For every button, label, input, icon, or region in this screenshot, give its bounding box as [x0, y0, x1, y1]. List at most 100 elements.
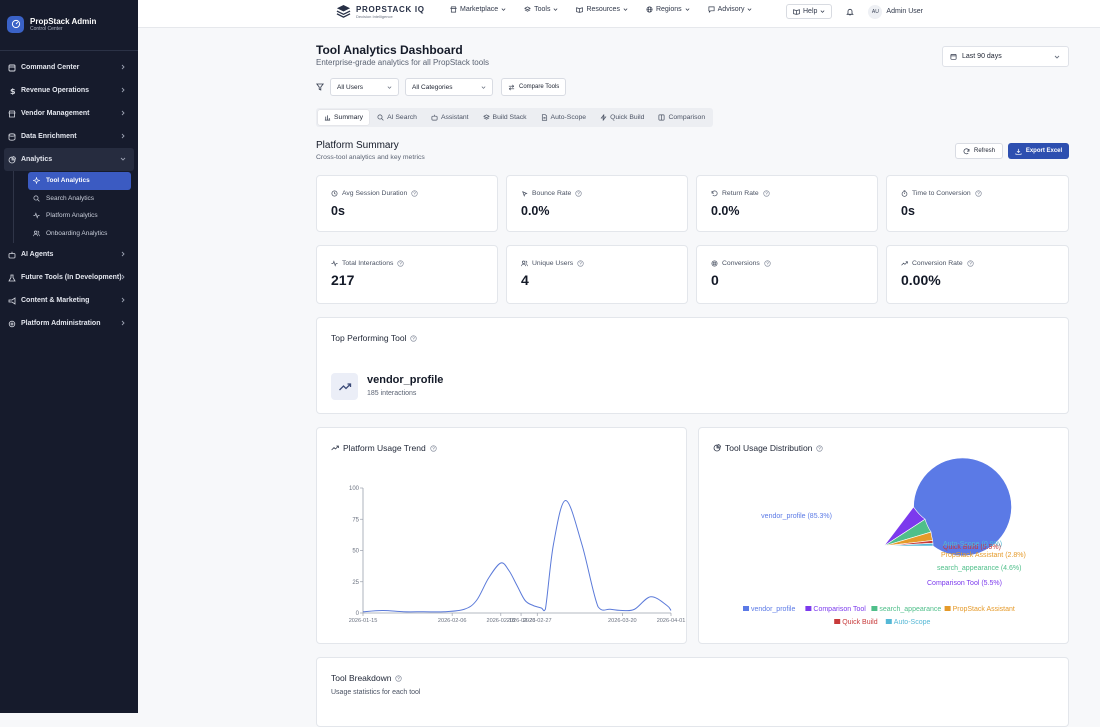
- user-menu[interactable]: AU Admin User: [868, 4, 923, 19]
- stack-logo-icon: [336, 4, 351, 18]
- sidebar-child-label: Platform Analytics: [46, 212, 98, 220]
- nav-resources[interactable]: Resources: [576, 6, 628, 13]
- tab-summary[interactable]: Summary: [318, 110, 370, 125]
- sidebar-item-ai-agents[interactable]: AI Agents: [4, 243, 134, 266]
- tab-ai-search[interactable]: AI Search: [371, 110, 423, 125]
- sidebar-item-platform-analytics[interactable]: Platform Analytics: [28, 207, 131, 225]
- metric-label: Avg Session Duration: [342, 190, 408, 197]
- sidebar-item-analytics[interactable]: Analytics: [4, 148, 134, 171]
- trending-up-icon: [331, 445, 339, 451]
- metric-value: 217: [331, 272, 355, 288]
- categories-filter-select[interactable]: All Categories: [405, 78, 493, 96]
- sidebar-item-search-analytics[interactable]: Search Analytics: [28, 190, 131, 208]
- nav-advisory[interactable]: Advisory: [708, 6, 753, 13]
- legend-label: Auto-Scope: [894, 619, 931, 626]
- chevron-right-icon: [121, 110, 125, 116]
- sidebar-item-platform-administration[interactable]: Platform Administration: [4, 312, 134, 335]
- help-circle-icon[interactable]: [966, 260, 974, 267]
- sidebar-child-label: Search Analytics: [46, 194, 95, 202]
- sidebar-item-tool-analytics[interactable]: Tool Analytics: [28, 172, 131, 190]
- sidebar-item-command-center[interactable]: Command Center: [4, 56, 134, 79]
- chevron-down-icon: [387, 86, 392, 89]
- dollar-icon: $: [10, 87, 16, 95]
- message-icon: [708, 6, 715, 13]
- sidebar-item-content-marketing[interactable]: Content & Marketing: [4, 289, 134, 312]
- help-button[interactable]: Help: [786, 4, 833, 19]
- pie-slice: [883, 542, 934, 547]
- help-circle-icon[interactable]: [816, 444, 824, 452]
- tab-quick-build[interactable]: Quick Build: [594, 110, 650, 125]
- bell-icon[interactable]: [846, 8, 855, 16]
- sidebar-item-label: AI Agents: [21, 251, 54, 258]
- help-circle-icon[interactable]: [395, 674, 403, 682]
- legend-label: Quick Build: [842, 619, 878, 626]
- series-line: [362, 499, 672, 613]
- x-tick-label: 2026-03-20: [608, 618, 637, 624]
- dashboard-gauge-icon: [7, 15, 24, 33]
- chevron-down-icon: [501, 8, 506, 11]
- users-icon: [521, 260, 528, 267]
- store-icon: [450, 6, 457, 13]
- sidebar-item-data-enrichment[interactable]: Data Enrichment: [4, 125, 134, 148]
- date-range-select[interactable]: Last 90 days: [942, 46, 1069, 67]
- nav-tools[interactable]: Tools: [524, 6, 558, 13]
- users-filter-select[interactable]: All Users: [330, 78, 399, 96]
- help-circle-icon[interactable]: [763, 190, 770, 197]
- metric-label-wrap: Conversion Rate: [901, 260, 974, 267]
- nav-regions[interactable]: Regions: [646, 6, 690, 13]
- columns-icon: [658, 114, 665, 121]
- file-text-icon: [541, 114, 547, 121]
- help-circle-icon[interactable]: [575, 190, 582, 197]
- pie-slice-label: Auto-Scope (0.9%): [943, 541, 1002, 548]
- chevron-right-icon: [121, 133, 125, 139]
- card-title: Tool Breakdown: [331, 673, 392, 683]
- pie-slice-label: PropStack Assistant (2.8%): [941, 552, 1026, 559]
- sidebar-item-label: Platform Administration: [21, 320, 101, 327]
- top-nav-menu: Marketplace Tools Resources Regions Advi…: [450, 6, 752, 13]
- users-filter-value: All Users: [337, 83, 364, 91]
- help-circle-icon[interactable]: [430, 444, 437, 452]
- metric-value: 0.0%: [521, 204, 550, 218]
- refresh-button[interactable]: Refresh: [955, 143, 1003, 159]
- card-title-wrap: Tool Breakdown: [331, 673, 403, 683]
- metric-value: 0s: [331, 204, 345, 218]
- trending-up-icon: [331, 373, 358, 400]
- nav-marketplace[interactable]: Marketplace: [450, 6, 506, 13]
- tab-assistant[interactable]: Assistant: [425, 110, 475, 125]
- layers-icon: [524, 6, 532, 12]
- platform-summary-subtitle: Cross-tool analytics and key metrics: [316, 154, 425, 161]
- metric-label-wrap: Bounce Rate: [521, 190, 582, 197]
- help-circle-icon[interactable]: [764, 260, 771, 267]
- platform-summary-title: Platform Summary: [316, 140, 399, 151]
- legend-swatch: [885, 619, 892, 624]
- brand-logo[interactable]: PROPSTACK IQ Decision Intelligence: [336, 4, 425, 19]
- tab-build-stack[interactable]: Build Stack: [477, 110, 533, 125]
- brand-tagline: Decision Intelligence: [356, 13, 393, 19]
- metric-card-conversion-rate: Conversion Rate 0.00%: [886, 245, 1069, 304]
- users-icon: [33, 230, 40, 236]
- sidebar-item-vendor-management[interactable]: Vendor Management: [4, 102, 134, 125]
- help-circle-icon[interactable]: [975, 190, 982, 197]
- sidebar-item-revenue-operations[interactable]: $ Revenue Operations: [4, 79, 134, 102]
- chevron-right-icon: [121, 64, 125, 70]
- help-circle-icon[interactable]: [397, 260, 405, 267]
- brand-name: PROPSTACK IQ: [356, 4, 425, 14]
- export-excel-button[interactable]: Export Excel: [1008, 143, 1069, 159]
- compare-tools-button[interactable]: Compare Tools: [501, 78, 567, 96]
- sidebar-item-label: Analytics: [21, 156, 53, 163]
- legend-label: PropStack Assistant: [953, 606, 1015, 613]
- nav-label: Tools: [534, 6, 551, 13]
- rotate-icon: [711, 190, 718, 197]
- tab-comparison[interactable]: Comparison: [652, 110, 711, 125]
- sidebar-item-future-tools[interactable]: Future Tools (In Development): [4, 266, 134, 289]
- date-range-value: Last 90 days: [962, 53, 1002, 60]
- help-circle-icon[interactable]: [410, 334, 418, 342]
- nav-label: Regions: [655, 6, 682, 13]
- y-tick-label: 50: [352, 549, 359, 555]
- help-circle-icon[interactable]: [577, 260, 584, 267]
- help-circle-icon[interactable]: [411, 190, 418, 197]
- sidebar-item-onboarding-analytics[interactable]: Onboarding Analytics: [28, 225, 131, 243]
- download-icon: [1015, 148, 1022, 155]
- tab-auto-scope[interactable]: Auto-Scope: [535, 110, 593, 125]
- tab-label: Assistant: [440, 114, 469, 121]
